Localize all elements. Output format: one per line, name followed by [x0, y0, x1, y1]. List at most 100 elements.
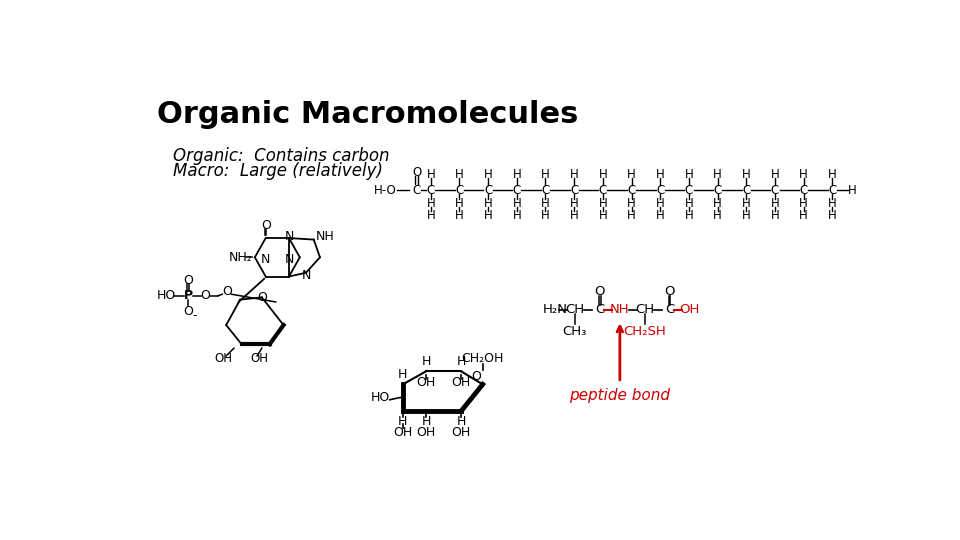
Text: H: H	[742, 197, 751, 210]
Text: O: O	[412, 166, 421, 179]
Text: C: C	[484, 184, 492, 197]
Text: H: H	[570, 209, 579, 222]
Text: CH₂SH: CH₂SH	[623, 325, 666, 338]
Text: H: H	[484, 209, 492, 222]
Text: H: H	[541, 197, 550, 210]
Text: OH: OH	[417, 427, 436, 440]
Text: H-O: H-O	[374, 184, 396, 197]
Text: H: H	[426, 197, 435, 210]
Text: H: H	[828, 209, 836, 222]
Text: H: H	[598, 167, 608, 181]
Text: C: C	[771, 184, 779, 197]
Text: N: N	[301, 268, 311, 281]
Text: O: O	[471, 370, 481, 383]
Text: C: C	[599, 184, 607, 197]
Text: C: C	[513, 184, 521, 197]
Text: P: P	[183, 289, 193, 302]
Text: H: H	[713, 167, 722, 181]
Text: H: H	[771, 209, 780, 222]
Text: H: H	[771, 197, 780, 210]
Text: C: C	[828, 184, 836, 197]
Text: C: C	[742, 184, 751, 197]
Text: Macro:  Large (relatively): Macro: Large (relatively)	[173, 162, 383, 180]
Text: H: H	[656, 197, 664, 210]
Text: O: O	[183, 305, 193, 318]
Text: O: O	[201, 289, 210, 302]
Text: O: O	[261, 219, 271, 232]
Text: C: C	[426, 184, 435, 197]
Text: HO: HO	[371, 391, 390, 404]
Text: H: H	[598, 197, 608, 210]
Text: H: H	[455, 197, 464, 210]
Text: NH: NH	[315, 230, 334, 243]
Text: H: H	[684, 209, 693, 222]
Text: HO: HO	[156, 289, 176, 302]
Text: H: H	[426, 167, 435, 181]
Text: O: O	[222, 286, 232, 299]
Text: OH: OH	[680, 303, 700, 316]
Text: H: H	[541, 167, 550, 181]
Text: NH: NH	[610, 303, 630, 316]
Text: H: H	[541, 209, 550, 222]
Text: C: C	[455, 184, 464, 197]
Text: H: H	[513, 167, 521, 181]
Text: H: H	[684, 197, 693, 210]
Text: H: H	[742, 209, 751, 222]
Text: OH: OH	[394, 426, 413, 438]
Text: H: H	[398, 368, 408, 381]
Text: H: H	[570, 197, 579, 210]
Text: H: H	[627, 197, 636, 210]
Text: CH₂OH: CH₂OH	[462, 353, 504, 366]
Text: H: H	[656, 167, 664, 181]
Text: H: H	[456, 355, 466, 368]
Text: H: H	[456, 415, 466, 428]
Text: O: O	[183, 274, 193, 287]
Text: H: H	[398, 415, 408, 428]
Text: C: C	[628, 184, 636, 197]
Text: -: -	[192, 309, 197, 322]
Text: CH: CH	[565, 303, 585, 316]
Text: H: H	[484, 167, 492, 181]
Text: H: H	[598, 209, 608, 222]
Text: H: H	[455, 209, 464, 222]
Text: H: H	[713, 209, 722, 222]
Text: H: H	[426, 209, 435, 222]
Text: H: H	[513, 197, 521, 210]
Text: H: H	[848, 184, 856, 197]
Text: OH: OH	[451, 375, 470, 389]
Text: CH: CH	[636, 303, 654, 316]
Text: C: C	[656, 184, 664, 197]
Text: N: N	[284, 253, 294, 266]
Text: H: H	[421, 355, 431, 368]
Text: H: H	[513, 209, 521, 222]
Text: peptide bond: peptide bond	[569, 388, 670, 403]
Text: H: H	[799, 197, 808, 210]
Text: C: C	[570, 184, 578, 197]
Text: C: C	[541, 184, 549, 197]
Text: H: H	[570, 167, 579, 181]
Text: N: N	[261, 253, 271, 266]
Text: CH₃: CH₃	[563, 325, 588, 338]
Text: H: H	[828, 167, 836, 181]
Text: OH: OH	[417, 375, 436, 389]
Text: H₂N: H₂N	[542, 303, 567, 316]
Text: H: H	[799, 209, 808, 222]
Text: O: O	[594, 285, 605, 298]
Text: OH: OH	[251, 353, 269, 366]
Text: C: C	[595, 303, 605, 316]
Text: H: H	[828, 197, 836, 210]
Text: H: H	[627, 167, 636, 181]
Text: H: H	[421, 415, 431, 428]
Text: OH: OH	[214, 353, 232, 366]
Text: H: H	[627, 209, 636, 222]
Text: Organic Macromolecules: Organic Macromolecules	[157, 100, 579, 130]
Text: H: H	[455, 167, 464, 181]
Text: NH₂: NH₂	[229, 251, 252, 264]
Text: C: C	[684, 184, 693, 197]
Text: H: H	[799, 167, 808, 181]
Text: O: O	[664, 285, 675, 298]
Text: C: C	[413, 184, 420, 197]
Text: H: H	[771, 167, 780, 181]
Text: H: H	[484, 197, 492, 210]
Text: O: O	[257, 291, 267, 304]
